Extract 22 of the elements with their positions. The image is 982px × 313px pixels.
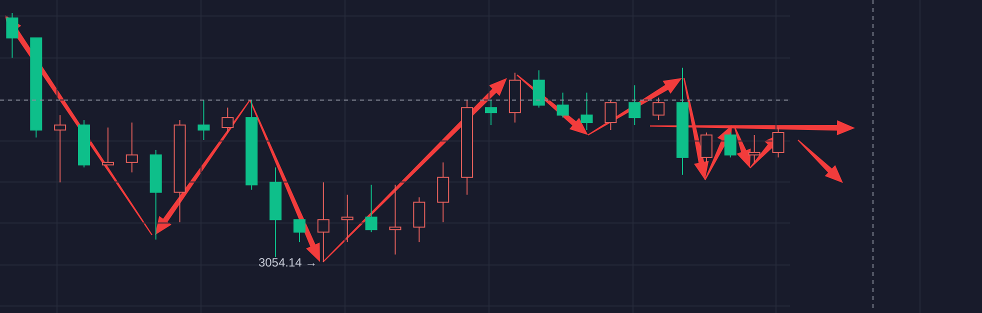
candlestick xyxy=(580,92,593,131)
candlestick xyxy=(556,92,569,118)
candlestick xyxy=(628,84,641,126)
candlestick xyxy=(484,100,497,126)
candlestick xyxy=(724,132,736,158)
candlestick xyxy=(772,127,784,158)
annotation: 3054.14 → xyxy=(258,255,318,270)
candlestick xyxy=(126,122,138,173)
candlestick xyxy=(198,100,210,140)
candlestick xyxy=(389,184,402,256)
candlestick xyxy=(317,182,330,262)
candlestick xyxy=(604,100,617,131)
candlestick xyxy=(341,194,354,243)
candlestick xyxy=(700,132,712,163)
candlestick xyxy=(54,114,66,183)
candlestick xyxy=(365,184,378,233)
candlestick xyxy=(102,127,114,166)
candlestick xyxy=(222,107,234,134)
candlestick xyxy=(652,97,665,121)
candlestick xyxy=(6,12,18,58)
candlestick xyxy=(293,219,306,243)
candlestick xyxy=(748,134,760,163)
